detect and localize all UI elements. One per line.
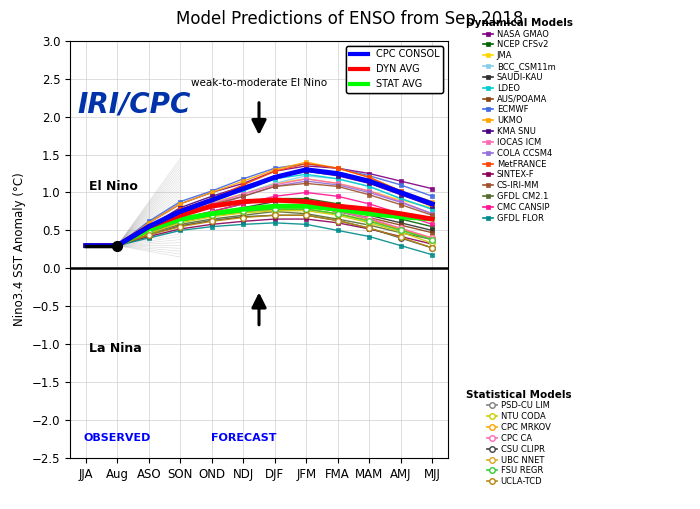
- Text: weak-to-moderate El Nino: weak-to-moderate El Nino: [191, 78, 327, 88]
- Text: FORECAST: FORECAST: [211, 433, 276, 443]
- Text: IRI/CPC: IRI/CPC: [78, 91, 191, 119]
- Text: El Nino: El Nino: [89, 180, 138, 193]
- Legend: NASA GMAO, NCEP CFSv2, JMA, BCC_CSM11m, SAUDI-KAU, LDEO, AUS/POAMA, ECMWF, UKMO,: NASA GMAO, NCEP CFSv2, JMA, BCC_CSM11m, …: [463, 14, 576, 226]
- Y-axis label: Nino3.4 SST Anomaly (°C): Nino3.4 SST Anomaly (°C): [13, 173, 26, 326]
- Text: Model Predictions of ENSO from Sep 2018: Model Predictions of ENSO from Sep 2018: [176, 10, 524, 28]
- Legend: CPC CONSOL, DYN AVG, STAT AVG: CPC CONSOL, DYN AVG, STAT AVG: [346, 46, 443, 93]
- Text: OBSERVED: OBSERVED: [83, 433, 151, 443]
- Legend: PSD-CU LIM, NTU CODA, CPC MRKOV, CPC CA, CSU CLIPR, UBC NNET, FSU REGR, UCLA-TCD: PSD-CU LIM, NTU CODA, CPC MRKOV, CPC CA,…: [463, 386, 575, 490]
- Text: La Nina: La Nina: [89, 342, 141, 355]
